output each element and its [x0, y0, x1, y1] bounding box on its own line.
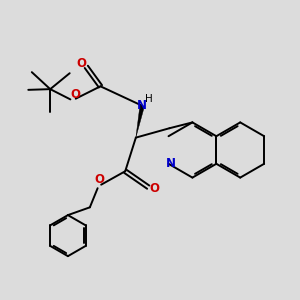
Text: N: N	[167, 157, 176, 170]
Polygon shape	[136, 105, 145, 138]
Text: H: H	[145, 94, 152, 104]
Text: O: O	[70, 88, 80, 101]
Text: O: O	[76, 57, 86, 70]
Text: O: O	[150, 182, 160, 195]
Text: N: N	[137, 99, 147, 112]
Text: O: O	[94, 173, 104, 186]
